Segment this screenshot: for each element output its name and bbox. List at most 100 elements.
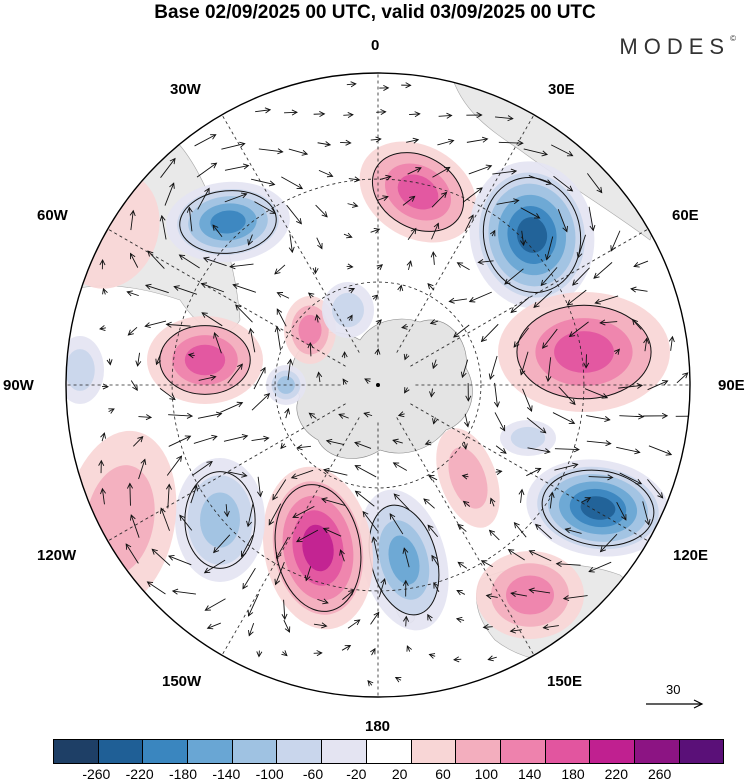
colorbar-tick-label: -220 [125,766,154,782]
colorbar-swatch [366,740,412,763]
wind-arrow [461,473,469,480]
wind-arrow [272,479,287,501]
wind-arrow [364,378,371,384]
wind-arrow [313,111,326,118]
wind-arrow [348,176,361,183]
wind-arrow [480,323,499,343]
meridian-line [410,403,649,542]
wind-arrow [432,166,451,178]
wind-arrow [466,112,483,119]
wind-arrow [220,401,244,413]
wind-arrow [160,157,176,178]
wind-arrow [354,465,377,478]
wind-arrow [213,332,222,354]
colorbar-swatch [188,740,233,763]
wind-arrow [168,555,192,566]
lon-label-120e: 120E [673,547,709,564]
wind-arrow [461,441,468,450]
anomaly-pos-india [436,428,500,528]
colorbar-swatch [143,740,189,763]
wind-arrow [495,115,514,122]
wind-arrow [314,313,321,323]
wind-arrow [317,141,332,148]
wind-arrow [187,352,195,359]
wind-arrow [212,224,223,238]
wind-arrow [186,206,193,232]
wind-arrow [213,534,231,554]
wind-arrow [389,513,404,535]
wind-arrow [203,559,226,574]
wind-arrow [370,136,382,143]
wind-arrow [206,622,221,630]
wind-arrow [318,169,334,178]
wind-arrow [280,442,287,450]
wind-arrow [130,380,138,391]
wind-arrow [394,677,402,683]
wind-arrow [522,388,533,412]
wind-arrow [580,497,592,503]
wind-arrow [258,148,284,155]
colorbar-swatch [634,740,680,763]
colorbar-swatch [545,740,591,763]
wind-arrow [126,290,139,297]
wind-arrow [613,348,620,355]
meridian-line [410,228,649,367]
wind-arrow [568,321,589,338]
lon-label-150w: 150W [162,673,202,690]
wind-arrow [247,593,259,617]
wind-arrow [375,319,382,326]
wind-arrow [377,195,389,202]
colorbar-tick-label: 100 [474,766,499,782]
wind-arrow [464,413,470,428]
wind-arrow [428,653,436,659]
colorbar-swatch [411,740,457,763]
wind-arrow [133,436,144,447]
wind-arrow [316,237,323,250]
wind-arrow [407,227,417,241]
wind-arrow [338,413,349,419]
wind-arrow [424,439,432,446]
wind-arrow [406,645,412,652]
wind-arrow [129,514,140,538]
colorbar-swatch [277,740,323,763]
wind-arrow [456,262,470,271]
wind-arrow [151,548,171,566]
wind-arrow [397,411,405,418]
wind-arrow [466,136,489,143]
wind-arrow [586,173,603,194]
wind-arrow [464,214,474,232]
wind-arrow [159,214,167,240]
lon-label-60e: 60E [672,207,699,224]
lon-label-90e: 90E [718,377,745,394]
wind-arrow [321,497,346,506]
wind-arrow [402,579,409,597]
anomaly-neg-west-edge [66,336,104,404]
wind-arrow [251,435,270,442]
wind-arrow [485,593,498,600]
wind-arrow [130,252,139,268]
wind-arrow [235,304,253,323]
wind-arrow [286,204,302,225]
wind-arrow [513,327,530,348]
wind-arrow [251,178,276,187]
wind-arrow [488,529,500,541]
wind-arrow [354,490,375,507]
reference-vector: 30 [644,682,706,712]
wind-arrow [144,283,169,294]
wind-arrow [542,328,558,349]
wind-arrow [147,250,165,269]
wind-arrow [246,502,254,528]
wind-arrow [586,415,611,422]
wind-arrow [393,493,410,510]
wind-arrow [586,440,612,447]
wind-arrow [643,337,650,352]
wind-arrow [323,467,348,476]
wind-arrow [155,350,163,366]
reference-vector-label: 30 [666,682,681,697]
latitude-circle [274,281,482,489]
wind-arrow [223,504,230,518]
wind-arrow [562,595,588,602]
wind-arrow [160,507,170,531]
wind-arrow [528,175,553,186]
wind-arrow [276,308,287,327]
